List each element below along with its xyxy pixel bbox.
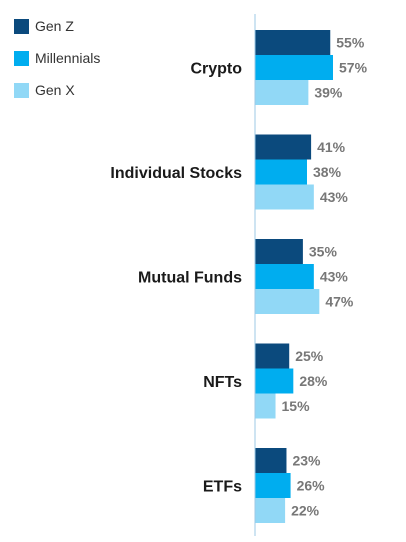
value-label-etfs-gen-x: 22% [291, 503, 320, 519]
legend-swatch-gen-x [14, 83, 29, 98]
value-label-nfts-millennials: 28% [299, 373, 328, 389]
legend-swatch-gen-z [14, 19, 29, 34]
category-label-individual-stocks: Individual Stocks [110, 165, 242, 182]
bar-crypto-gen-x [255, 80, 309, 105]
value-label-crypto-gen-z: 55% [336, 35, 365, 51]
value-label-individual-stocks-gen-x: 43% [320, 189, 349, 205]
value-label-nfts-gen-x: 15% [282, 398, 311, 414]
legend-label-millennials: Millennials [35, 50, 100, 66]
value-label-individual-stocks-gen-z: 41% [317, 139, 346, 155]
bar-crypto-gen-z [255, 30, 331, 55]
bar-etfs-millennials [255, 473, 291, 498]
value-label-etfs-gen-z: 23% [292, 453, 321, 469]
value-label-mutual-funds-gen-x: 47% [325, 294, 354, 310]
bar-mutual-funds-gen-z [255, 239, 303, 264]
legend-swatch-millennials [14, 51, 29, 66]
value-label-mutual-funds-millennials: 43% [320, 269, 349, 285]
bar-individual-stocks-millennials [255, 159, 307, 185]
category-label-nfts: NFTs [203, 374, 242, 391]
bar-individual-stocks-gen-z [255, 134, 312, 160]
bars: 55% 57% 39% Crypto 41% 38% 43% Individual Stock… [110, 30, 368, 523]
value-label-nfts-gen-z: 25% [295, 348, 324, 364]
bar-crypto-millennials [255, 55, 333, 80]
bar-mutual-funds-gen-x [255, 289, 320, 314]
legend-label-gen-x: Gen X [35, 82, 75, 98]
bar-mutual-funds-millennials [255, 264, 314, 289]
legend-label-gen-z: Gen Z [35, 18, 74, 34]
category-label-crypto: Crypto [190, 61, 242, 78]
bar-individual-stocks-gen-x [255, 184, 314, 210]
category-label-mutual-funds: Mutual Funds [138, 270, 242, 287]
bar-nfts-millennials [255, 368, 294, 394]
value-label-crypto-gen-x: 39% [314, 85, 343, 101]
bar-nfts-gen-z [255, 343, 290, 369]
value-label-individual-stocks-millennials: 38% [313, 164, 342, 180]
value-label-mutual-funds-gen-z: 35% [309, 244, 338, 260]
value-label-etfs-millennials: 26% [297, 478, 326, 494]
bar-etfs-gen-x [255, 498, 286, 523]
bar-etfs-gen-z [255, 448, 287, 473]
value-label-crypto-millennials: 57% [339, 60, 368, 76]
legend: Gen Z Millennials Gen X [14, 18, 100, 98]
category-label-etfs: ETFs [203, 479, 242, 496]
bar-nfts-gen-x [255, 393, 276, 419]
